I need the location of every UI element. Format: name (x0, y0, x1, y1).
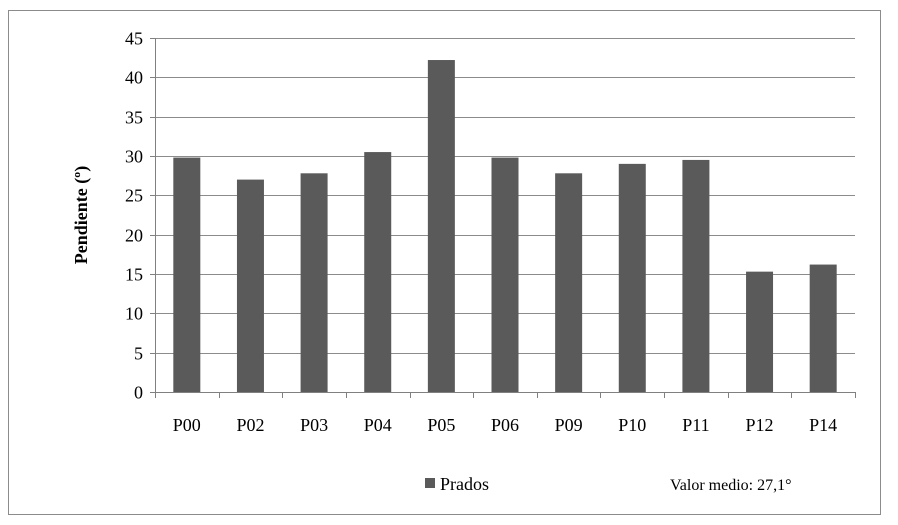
y-axis-label: Pendiente (º) (71, 166, 92, 264)
bar-p12 (746, 272, 773, 392)
y-tick-label: 25 (125, 186, 143, 206)
y-tick-label: 20 (125, 226, 143, 246)
x-tick-label: P03 (300, 415, 328, 435)
bar-p04 (364, 152, 391, 392)
annotation-mean-value: Valor medio: 27,1° (670, 477, 792, 494)
x-tick-label: P12 (746, 415, 774, 435)
x-tick-label: P10 (618, 415, 646, 435)
x-tick-label: P06 (491, 415, 519, 435)
y-tick-label: 40 (125, 68, 143, 88)
x-tick-label: P14 (809, 415, 837, 435)
bar-p11 (682, 160, 709, 392)
legend-label: Prados (440, 474, 489, 494)
bar-p05 (428, 60, 455, 392)
x-tick-label: P09 (555, 415, 583, 435)
y-tick-label: 45 (125, 29, 143, 49)
x-tick-label: P11 (682, 415, 709, 435)
bar-p02 (237, 180, 264, 392)
y-tick-label: 15 (125, 265, 143, 285)
bar-p09 (555, 173, 582, 392)
bar-p06 (492, 158, 519, 392)
bar-p00 (173, 158, 200, 392)
y-tick-label: 5 (134, 344, 143, 364)
bar-p10 (619, 164, 646, 392)
x-tick-label: P02 (236, 415, 264, 435)
y-tick-label: 35 (125, 108, 143, 128)
legend-swatch (425, 478, 435, 488)
x-tick-label: P04 (364, 415, 392, 435)
x-tick-label: P00 (173, 415, 201, 435)
x-tick-label: P05 (427, 415, 455, 435)
bar-p14 (810, 265, 837, 392)
y-tick-label: 10 (125, 304, 143, 324)
y-tick-label: 0 (134, 383, 143, 403)
y-tick-label: 30 (125, 147, 143, 167)
bar-p03 (301, 173, 328, 392)
